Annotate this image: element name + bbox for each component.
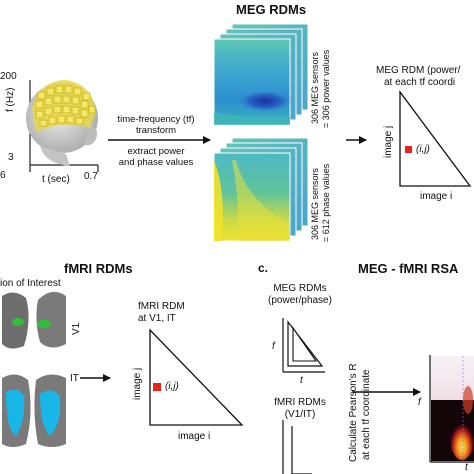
meg-rdm-title-line1: MEG RDM (power/: [376, 65, 461, 76]
fmri-rdms-line1: fMRI RDMs: [274, 397, 326, 408]
x-tick-left: 6: [0, 170, 6, 181]
mini-meg-rdm: [282, 318, 325, 373]
mini-t-label: t: [300, 375, 303, 386]
fmri-rdm-title-line2: at V1, IT: [138, 313, 176, 324]
meg-rdm-cell-marker: [405, 146, 412, 153]
meg-rdms-line1: MEG RDMs: [273, 283, 327, 294]
meg-rdms-line2: (power/phase): [268, 295, 332, 306]
tf-transform-line2: transform: [135, 125, 177, 136]
meg-rdm-title-line2: at each tf coordi: [384, 77, 456, 88]
fmri-rdms-title: fMRI RDMs: [64, 261, 133, 276]
fmri-rdms-line2: (V1/IT): [284, 409, 316, 420]
phase-side-line2: = 612 phase values: [321, 163, 331, 242]
fmri-rdm-ylabel: image j: [132, 367, 143, 400]
brain-it-images: [0, 372, 68, 450]
meg-rdm-ylabel: image j: [383, 125, 394, 158]
meg-rdms-title: MEG RDMs: [236, 2, 307, 17]
brain-v1-images: [0, 290, 68, 352]
extract-line1: extract power: [127, 146, 185, 157]
meg-rdm-triangle: [399, 90, 472, 187]
rsa-title: MEG - fMRI RSA: [358, 261, 459, 276]
power-heatmap-stack: [213, 23, 309, 126]
phase-side-line1: 306 MEG sensors: [310, 167, 320, 240]
v1-label: V1: [71, 322, 82, 335]
result-f-label: f: [418, 397, 421, 408]
panel-c-letter: c.: [258, 261, 269, 275]
fmri-rdm-title-line1: fMRI RDM: [138, 301, 185, 312]
fmri-rdm-cell-label: (i,j): [165, 381, 179, 392]
roi-label: ion of Interest: [0, 278, 61, 289]
phase-heatmap-stack: [213, 137, 309, 242]
fmri-rdm-triangle: [149, 328, 244, 426]
axis-t-label: t (sec): [42, 174, 70, 185]
y-tick-bottom: 3: [8, 152, 14, 163]
meg-rdm-xlabel: image i: [420, 191, 453, 202]
it-label: IT: [70, 373, 79, 384]
mini-fmri-rdm: [282, 420, 312, 474]
power-side-line1: 306 MEG sensors: [310, 51, 320, 124]
calc-line2: at each tf coordinate: [361, 369, 372, 460]
fmri-rdm-cell-marker: [153, 383, 161, 391]
power-side-line2: = 306 power values: [321, 49, 331, 128]
fmri-rdm-xlabel: image i: [178, 431, 211, 442]
x-tick-right: 0.7: [84, 171, 98, 182]
meg-head-icon: [26, 80, 98, 166]
extract-line2: and phase values: [118, 157, 194, 168]
result-t-label: t: [465, 462, 468, 473]
meg-rdm-cell-label: (i,j): [416, 144, 430, 155]
y-tick-top: 200: [0, 71, 17, 82]
rsa-result-map: [429, 355, 474, 463]
axis-f-label: f (Hz): [5, 87, 16, 112]
calc-line1: Calculate Pearson's R: [348, 363, 359, 462]
tf-transform-line1: time-frequency (tf): [117, 114, 195, 125]
mini-f-label: f: [272, 341, 275, 352]
